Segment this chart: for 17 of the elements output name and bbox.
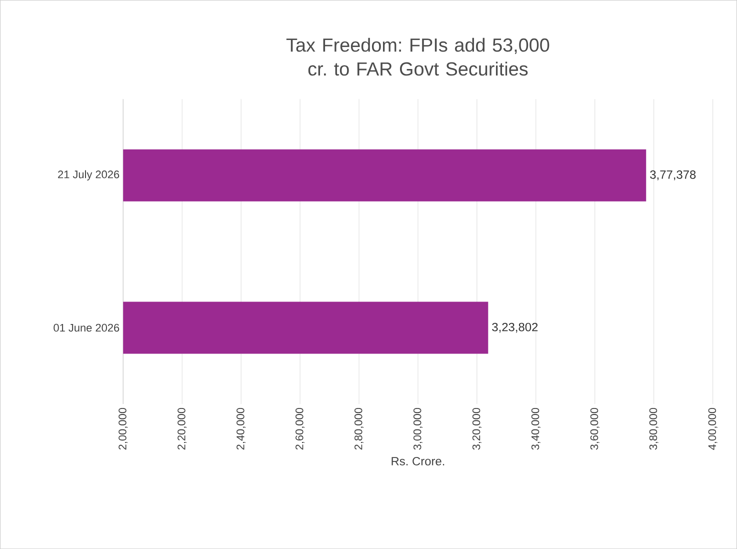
x-tick-label: 3,20,000	[472, 408, 482, 450]
data-label: 3,23,802	[492, 322, 538, 333]
y-tick-label: 01 June 2026	[54, 324, 120, 332]
x-axis-title: Rs. Crore.	[392, 456, 444, 466]
x-tick-label: 3,80,000	[649, 408, 658, 450]
data-label: 3,77,378	[650, 170, 696, 180]
x-tick-label: 2,00,000	[118, 408, 128, 450]
x-tick-label: 3,00,000	[413, 408, 423, 450]
x-tick-label: 3,40,000	[531, 408, 540, 450]
x-tick-label: 3,60,000	[590, 408, 600, 450]
chart-title: Tax Freedom: FPIs add 53,000 cr. to FAR Govt Securities	[286, 38, 550, 76]
x-tick-label: 2,20,000	[178, 408, 187, 450]
x-tick-label: 2,60,000	[296, 408, 305, 450]
y-tick-label: 21 July 2026	[58, 170, 120, 180]
x-tick-label: 2,80,000	[354, 408, 364, 450]
x-tick-label: 4,00,000	[708, 408, 718, 450]
x-tick-label: 2,40,000	[236, 408, 246, 450]
